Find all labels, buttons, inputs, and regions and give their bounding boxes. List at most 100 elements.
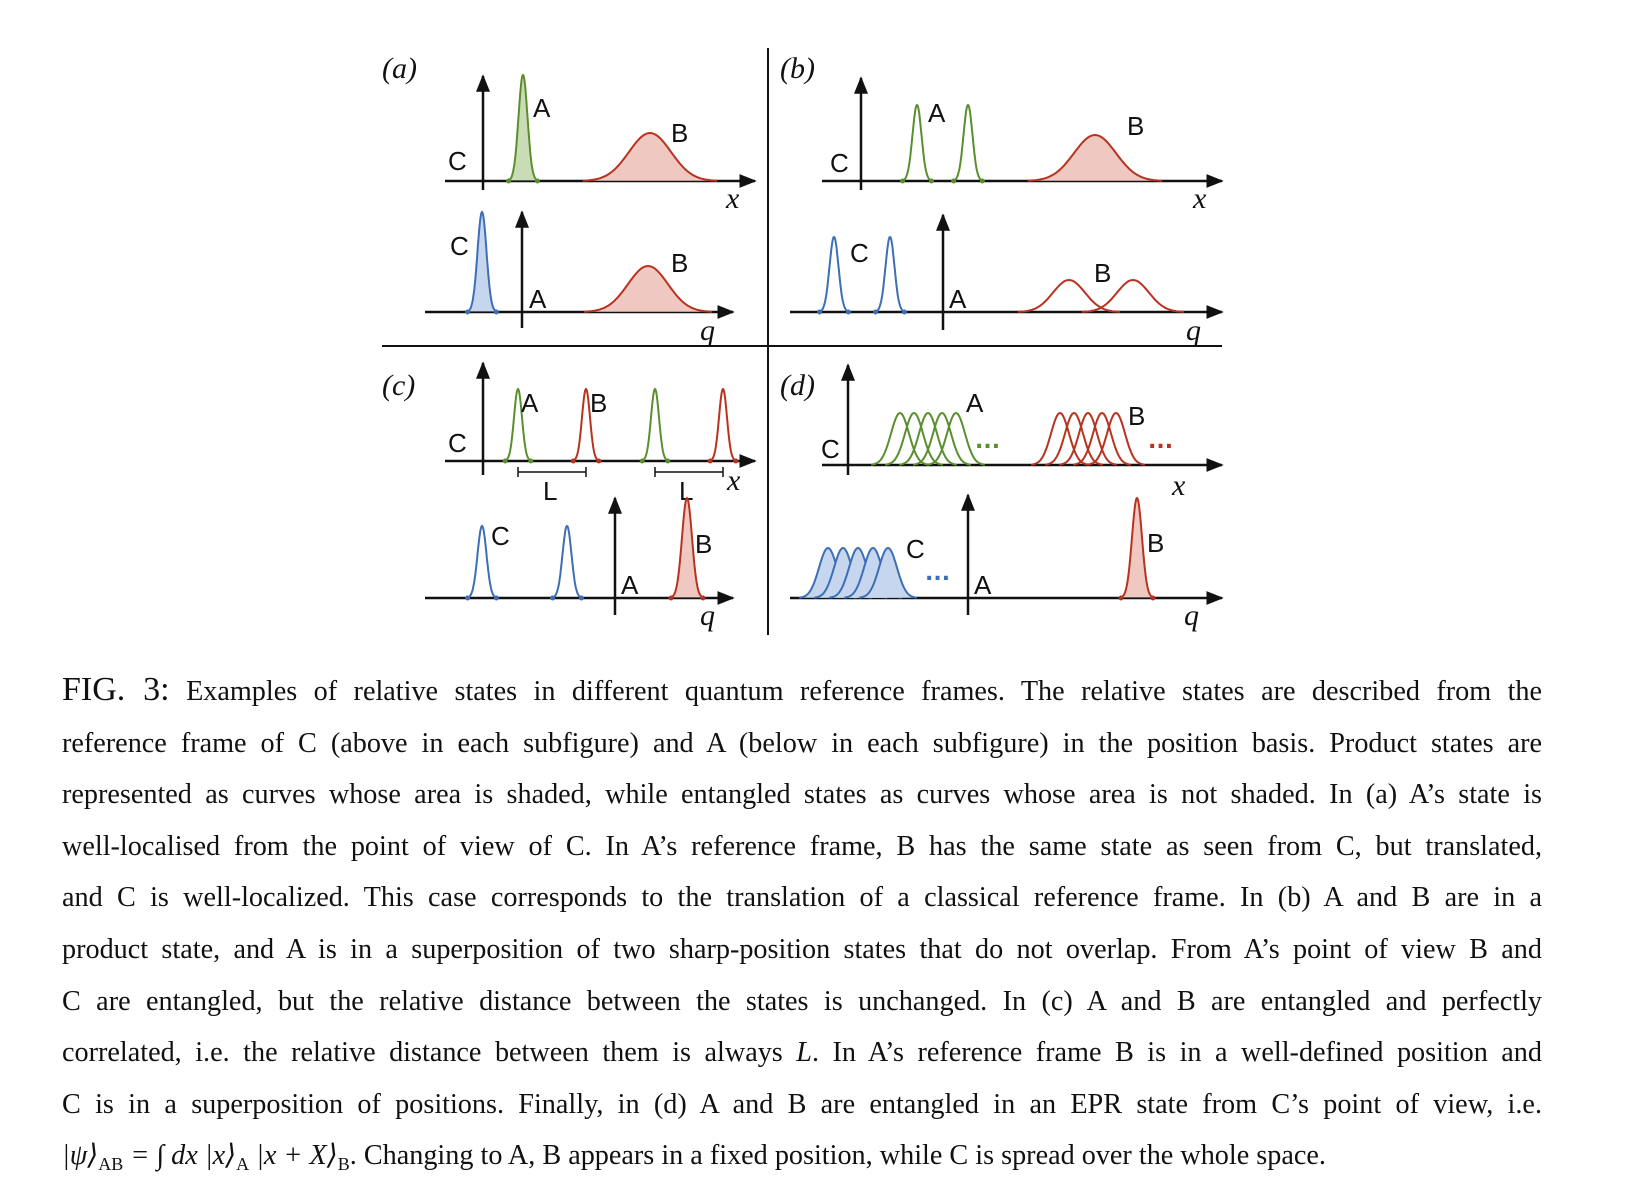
panel-d-bot-gauss-C-5 <box>859 546 917 599</box>
panel-b-bot-peak-C2 <box>875 235 905 313</box>
panel-a-bot-gauss-B-fill <box>584 266 712 312</box>
panel-c-bot-peak-B-end-left <box>668 595 674 601</box>
caption-line-3: represented as curves whose area is shad… <box>62 779 1542 811</box>
panel-d-top-gauss-A-5 <box>927 411 985 466</box>
panel-d-top-dots-B: ... <box>1148 429 1173 454</box>
panel-d-top-gauss-A-2 <box>885 411 943 466</box>
panel-d-top-label-C: C <box>821 434 840 464</box>
caption-line-6: product state, and A is in a superpositi… <box>62 933 1542 965</box>
panel-a-top-peak-A-end-right <box>534 178 540 184</box>
panel-c-top-peak-A1-end-right <box>528 458 534 464</box>
panel-d-top-gauss-B-4 <box>1073 411 1131 466</box>
panel-label-b: (b) <box>780 52 815 85</box>
panel-b-bot-gauss-B1 <box>1017 278 1121 313</box>
panel-a-top-peak-A-end-left <box>506 178 512 184</box>
figure-caption: FIG. 3: Examples of relative states in d… <box>62 664 1542 1191</box>
panel-c-top-peak-B1-end-right <box>596 458 602 464</box>
panel-d-top-gauss-B-2 <box>1045 411 1103 466</box>
panel-b-bot-peak-C1 <box>819 235 849 313</box>
panel-a-bot-peak-C-end-left <box>465 309 471 315</box>
panel-c-bot-label-A: A <box>621 570 639 600</box>
caption-line-2: reference frame of C (above in each subf… <box>62 727 1542 759</box>
panel-d-top-dots-A: ... <box>975 429 1000 454</box>
panel-b-top-peak-A1-end-left <box>900 178 906 184</box>
panel-d-top-gauss-A-3 <box>899 411 957 466</box>
panel-c-top-label-C: C <box>448 428 467 458</box>
panel-c-bot-peak-C1 <box>467 524 497 599</box>
panel-d-bot-label-q: q <box>1184 599 1199 632</box>
caption-line-8: correlated, i.e. the relative distance b… <box>62 1037 1542 1069</box>
panel-b-bot-label-A: A <box>949 284 967 314</box>
panel-c-top-peak-A2 <box>641 387 669 462</box>
panel-a-top-gauss-B-fill <box>582 133 718 181</box>
panel-d-top-gauss-A-4 <box>913 411 971 466</box>
panel-b-top-gauss-B <box>1027 133 1163 182</box>
panel-c-bot-peak-C2 <box>552 524 582 599</box>
panel-b-bot-label-q: q <box>1186 314 1201 347</box>
panel-c-top-label-A: A <box>521 388 539 418</box>
panel-b-top-peak-A2-end-right <box>979 178 985 184</box>
panel-d-bot-dots-C: ... <box>925 561 950 586</box>
panel-label-d: (d) <box>780 369 815 402</box>
panel-d-bot-label-B: B <box>1147 528 1164 558</box>
panel-d-bot-label-A: A <box>974 570 992 600</box>
caption-line-10: |ψ⟩AB = ∫ dx |x⟩A |x + X⟩B. Changing to … <box>62 1140 1326 1175</box>
panel-b-top-peak-A2 <box>953 103 983 182</box>
panel-a-bot-peak-C <box>467 210 497 313</box>
panel-c-top-peak-A2-end-left <box>639 458 645 464</box>
panel-a-top-label-B: B <box>671 118 688 148</box>
panel-d-top-label-B: B <box>1128 401 1145 431</box>
panel-a-top-peak-A <box>508 73 538 182</box>
panel-c-bot-peak-C1-end-left <box>465 595 471 601</box>
panel-a-top-gauss-B <box>582 131 718 182</box>
panel-a-bot-peak-C-end-right <box>493 309 499 315</box>
panel-c-top-peak-A2-end-right <box>665 458 671 464</box>
panel-d-top-gauss-B-3 <box>1059 411 1117 466</box>
panel-a-bot-peak-C-fill <box>467 212 497 312</box>
panel-c-bot-label-B: B <box>695 529 712 559</box>
panel-c-label-L1: L <box>543 476 557 506</box>
caption-line-9: C is in a superposition of positions. Fi… <box>62 1088 1542 1120</box>
caption-line-7: C are entangled, but the relative distan… <box>62 985 1542 1017</box>
figure-3: (a) (b) (c) (d) C A Bx C A Bq C A Bx C A Bq C A Bx L L C A Bq C A… <box>382 48 1224 635</box>
panel-a-top-peak-A-fill <box>508 75 538 181</box>
panel-label-a: (a) <box>382 52 417 85</box>
panel-a-bot-gauss-B <box>583 264 713 313</box>
panel-a-top-label-C: C <box>448 146 467 176</box>
figure-label: FIG. 3: <box>62 671 170 708</box>
panel-a-bot-label-C: C <box>450 231 469 261</box>
epr-formula: |ψ⟩AB = ∫ dx |x⟩A |x + X⟩B <box>62 1140 350 1175</box>
panel-c-top-peak-A1-end-left <box>502 458 508 464</box>
panel-b-bot-label-B: B <box>1094 258 1111 288</box>
panel-b-top-peak-A1-end-right <box>928 178 934 184</box>
panel-d-top-gauss-B-5 <box>1087 411 1145 466</box>
panel-d-bot-peak-B-end-right <box>1150 595 1156 601</box>
panel-c-bot-peak-B-end-right <box>700 595 706 601</box>
panel-b-top-label-x: x <box>1192 182 1207 215</box>
panel-d-bot-peak-B-end-left <box>1118 595 1124 601</box>
panel-b-bot-label-C: C <box>850 238 869 268</box>
panel-c-top-peak-B2 <box>709 387 737 462</box>
panel-c-top-label-B: B <box>590 388 607 418</box>
panel-d-top-gauss-A-1 <box>871 411 929 466</box>
panel-label-c: (c) <box>382 369 415 402</box>
panel-b-top-peak-A2-end-left <box>951 178 957 184</box>
panel-c-bot-peak-C2-end-right <box>578 595 584 601</box>
panel-a-bot-label-A: A <box>529 284 547 314</box>
panel-a-bot-label-B: B <box>671 248 688 278</box>
panel-b-top-label-A: A <box>928 98 946 128</box>
panel-c-top-peak-B1-end-left <box>570 458 576 464</box>
panel-b-top-peak-A1 <box>902 103 932 182</box>
caption-line-5: and C is well-localized. This case corre… <box>62 882 1542 914</box>
panel-b-top-label-B: B <box>1127 111 1144 141</box>
panel-b-bot-peak-C2-end-left <box>873 309 879 315</box>
panel-d-top-label-A: A <box>966 388 984 418</box>
panel-b-top-label-C: C <box>830 148 849 178</box>
panel-d-top-label-x: x <box>1171 469 1186 502</box>
panel-b-bot-peak-C1-end-right <box>845 309 851 315</box>
panel-c-top-peak-B2-end-right <box>733 458 739 464</box>
panel-a-top-label-x: x <box>725 182 740 215</box>
panel-b-bot-gauss-B2 <box>1081 278 1185 313</box>
panel-a-bot-label-q: q <box>700 314 715 347</box>
panel-b-bot-peak-C1-end-left <box>817 309 823 315</box>
